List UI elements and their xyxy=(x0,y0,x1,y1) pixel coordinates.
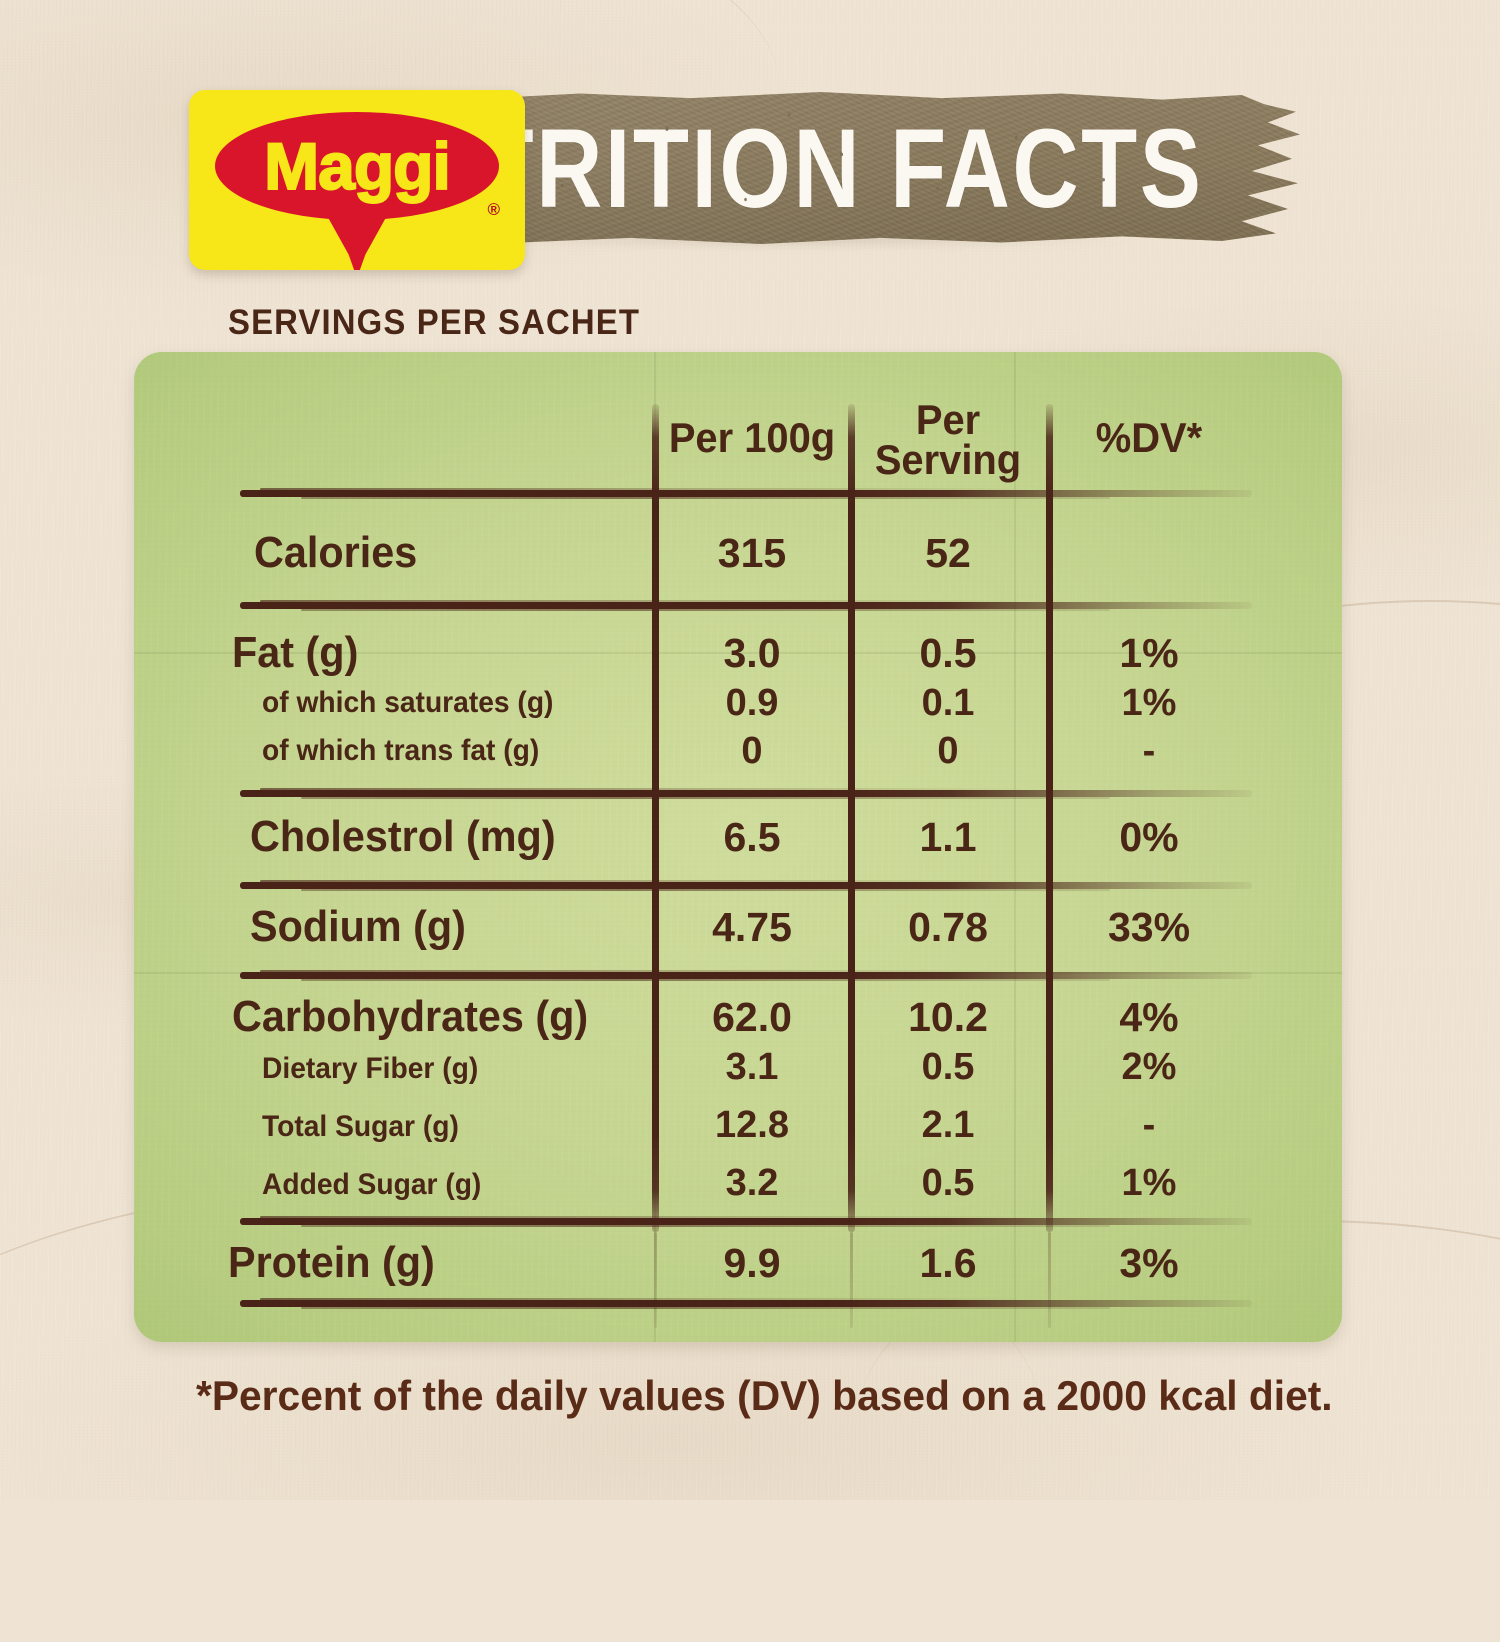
panel-crack xyxy=(134,652,1342,654)
panel-crack xyxy=(134,972,1342,974)
daily-value-footnote: *Percent of the daily values (DV) based … xyxy=(196,1372,1333,1419)
maggi-logo-wordmark: Maggi xyxy=(263,128,452,204)
registered-trademark-icon: ® xyxy=(487,200,500,219)
panel-crack xyxy=(654,352,656,1342)
panel-texture xyxy=(134,352,1342,1342)
maggi-logo: Maggi ® xyxy=(189,90,525,270)
servings-per-sachet-label: SERVINGS PER SACHET xyxy=(228,303,641,342)
panel-crack xyxy=(1014,352,1016,1342)
nutrition-table-panel xyxy=(134,352,1342,1342)
